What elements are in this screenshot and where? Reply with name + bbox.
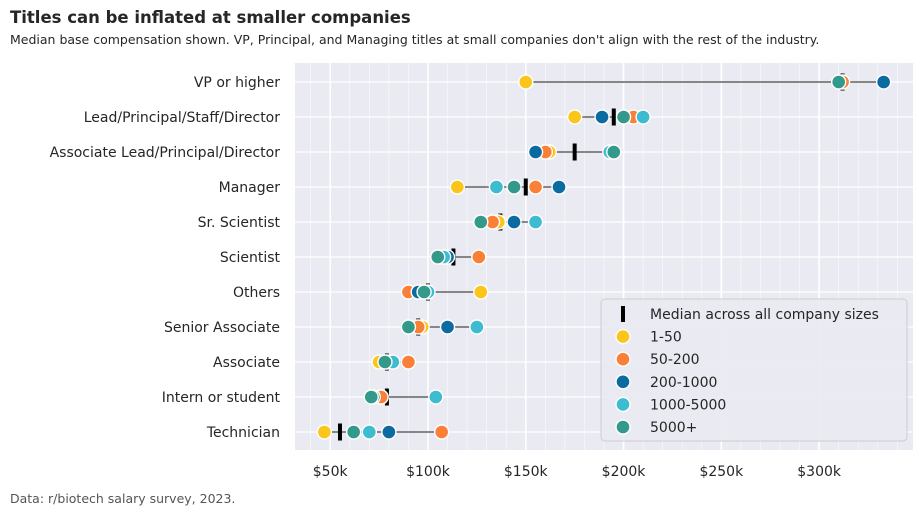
data-point [506,179,522,195]
company-size-dots [316,74,892,440]
legend-label: Median across all company sizes [650,307,879,323]
data-point [551,179,567,195]
y-tick-label: Intern or student [162,390,281,406]
legend-label: 1-50 [650,330,682,346]
x-tick-label: $200k [602,464,647,480]
data-point [361,424,378,440]
median-marker [523,178,528,196]
y-tick-label: Lead/Principal/Staff/Director [84,110,281,126]
data-point [488,179,505,195]
data-point [518,74,534,90]
data-point [594,109,610,125]
data-point [566,109,583,125]
legend-swatch [615,351,631,367]
legend-label: 1000-5000 [650,397,726,413]
legend-swatch [615,374,631,390]
y-tick-label: Senior Associate [164,320,280,336]
legend-label: 50-200 [650,352,700,368]
x-tick-label: $300k [797,464,842,480]
legend: Median across all company sizes 1-50 50-20… [600,298,908,442]
legend-swatch [615,328,631,345]
data-point [363,389,379,405]
y-tick-label: Associate [213,355,280,371]
chart-subtitle: Median base compensation shown. VP, Prin… [10,32,820,47]
data-point [449,179,466,195]
data-point [400,354,417,370]
data-point [527,144,544,160]
data-point [606,144,622,160]
data-point [428,389,444,405]
data-point [400,319,417,335]
x-axis-labels: $50k $100k $150k $200k $250k $300k [313,464,842,480]
legend-median-marker [621,306,625,322]
data-point [473,284,489,300]
data-point [469,319,485,335]
data-point [430,249,446,265]
data-point [527,214,544,230]
x-tick-label: $150k [504,464,549,480]
x-tick-label: $100k [406,464,451,480]
data-point [381,424,397,440]
legend-swatch [615,396,631,413]
source-note: Data: r/biotech salary survey, 2023. [10,491,236,506]
data-point [635,109,651,125]
data-point [316,424,333,440]
y-tick-label: Scientist [220,250,281,266]
legend-box [600,298,908,442]
y-tick-label: Technician [206,425,280,441]
data-point [830,74,847,90]
median-marker [611,108,616,126]
data-point [416,284,432,300]
legend-label: 200-1000 [650,375,717,391]
y-tick-label: Associate Lead/Principal/Director [50,145,281,161]
data-point [345,424,362,440]
x-tick-label: $250k [699,464,744,480]
y-tick-label: Sr. Scientist [198,215,281,231]
data-point [527,179,544,195]
data-point [377,354,393,370]
legend-label: 5000+ [650,420,697,436]
y-tick-label: Manager [219,180,281,196]
legend-swatch [615,419,631,435]
data-point [433,424,450,440]
data-point [506,214,522,230]
median-marker [572,143,577,161]
y-axis-labels: VP or higher Lead/Principal/Staff/Directo… [50,75,281,441]
x-tick-label: $50k [313,464,349,480]
median-marker [337,423,342,441]
data-point [439,319,456,335]
chart-title: Titles can be inflated at smaller compan… [10,8,411,27]
y-tick-label: Others [233,285,280,301]
data-point [615,109,632,125]
data-point [473,214,489,230]
y-tick-label: VP or higher [194,75,280,91]
data-point [875,74,892,90]
data-point [471,249,487,265]
